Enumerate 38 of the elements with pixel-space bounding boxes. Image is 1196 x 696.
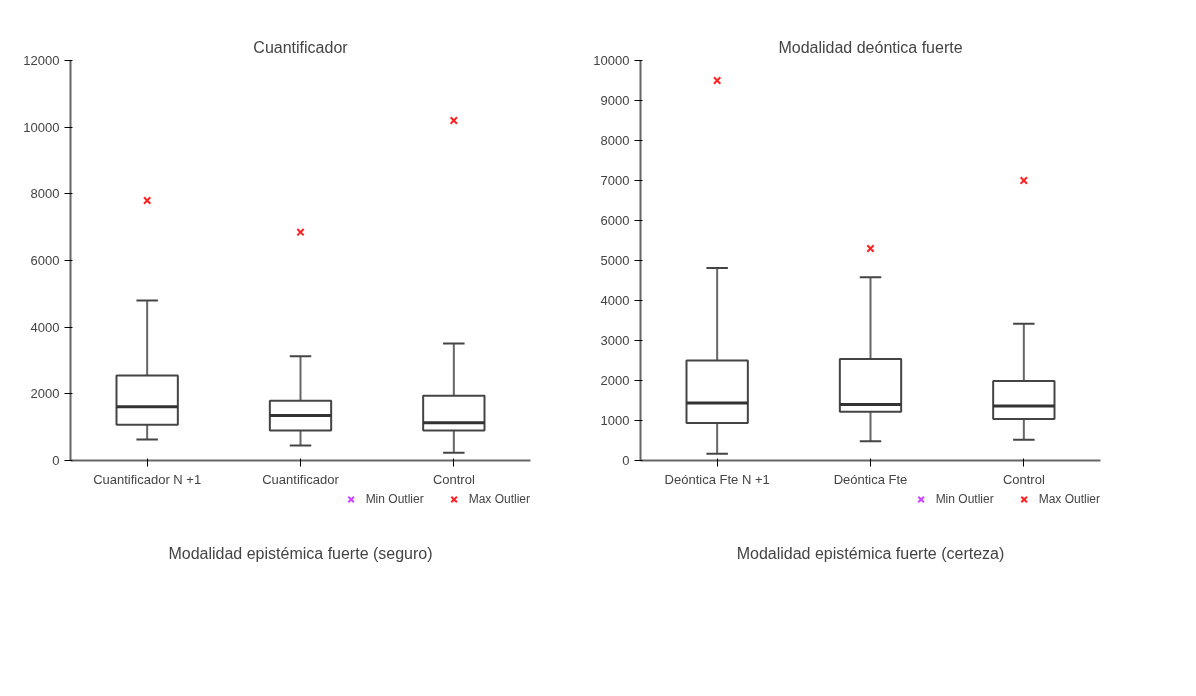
y-tick-label: 2000 bbox=[30, 386, 60, 402]
x-tick-label: Control bbox=[1002, 471, 1045, 487]
chart-title: Cuantificador bbox=[253, 38, 349, 56]
text: Modalidad epistémica fuerte (seguro) bbox=[168, 544, 433, 562]
y-tick-label: 8000 bbox=[600, 133, 630, 148]
x-tick-label: Deóntica Fte bbox=[833, 471, 908, 487]
legend-label: Min Outlier bbox=[935, 492, 994, 506]
y-tick-label: 12000 bbox=[23, 53, 60, 68]
x-tick-label: Cuantificador bbox=[262, 471, 340, 487]
y-tick-label: 9000 bbox=[600, 93, 630, 108]
point bbox=[449, 116, 459, 125]
y-tick-label: 6000 bbox=[30, 253, 60, 268]
legend-label: Min Outlier bbox=[365, 492, 424, 506]
y-tick-label: 6000 bbox=[600, 213, 630, 228]
y-tick-label: 0 bbox=[622, 453, 630, 468]
x-tick-label: Deóntica Fte N +1 bbox=[664, 471, 770, 487]
y-tick-label: 8000 bbox=[30, 186, 60, 202]
point bbox=[296, 227, 305, 237]
legend-label: Max Outlier bbox=[468, 492, 530, 506]
y-tick-label: 2000 bbox=[600, 373, 630, 388]
x-tick-label: Cuantificador N +1 bbox=[93, 471, 202, 487]
y-tick-label: 4000 bbox=[600, 293, 630, 308]
point bbox=[866, 244, 875, 253]
y-tick-label: 0 bbox=[52, 453, 60, 468]
y-tick-label: 1000 bbox=[600, 413, 630, 428]
point bbox=[1019, 176, 1029, 185]
y-tick-label: 10000 bbox=[593, 53, 630, 68]
y-tick-label: 3000 bbox=[600, 333, 630, 348]
point bbox=[712, 76, 722, 85]
chart-title: Modalidad deóntica fuerte bbox=[778, 38, 963, 56]
y-tick-label: 4000 bbox=[30, 319, 60, 335]
y-tick-label: 7000 bbox=[600, 173, 630, 188]
text: Modalidad epistémica fuerte (certeza) bbox=[736, 544, 1005, 562]
y-tick-label: 10000 bbox=[23, 119, 60, 135]
legend-label: Max Outlier bbox=[1038, 492, 1100, 506]
point bbox=[142, 196, 152, 205]
x-tick-label: Control bbox=[432, 471, 475, 487]
y-tick-label: 5000 bbox=[600, 253, 630, 268]
